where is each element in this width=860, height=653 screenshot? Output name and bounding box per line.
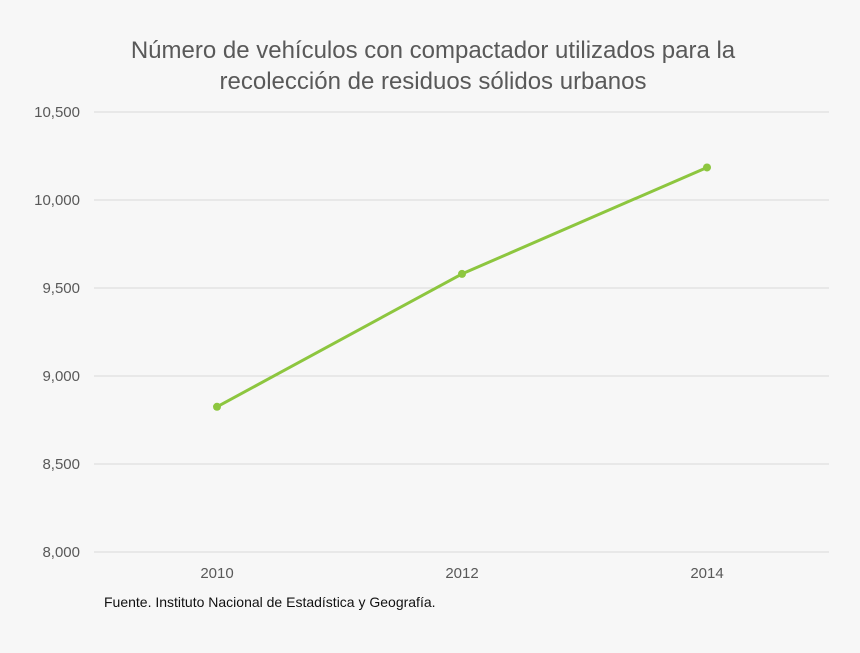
y-tick-label: 10,500	[34, 104, 80, 121]
y-tick-label: 9,500	[42, 280, 80, 297]
source-note: Fuente. Instituto Nacional de Estadístic…	[104, 594, 436, 610]
y-tick-label: 9,000	[42, 368, 80, 385]
data-point	[703, 163, 711, 172]
y-tick-label: 8,500	[42, 456, 80, 473]
chart-title-line-1: Número de vehículos con compactador util…	[131, 37, 736, 64]
x-tick-label: 2012	[445, 565, 478, 582]
gridlines	[94, 111, 829, 553]
data-point	[458, 269, 466, 278]
y-tick-label: 8,000	[42, 544, 80, 561]
y-axis-tick-labels: 8,000 8,500 9,000 9,500 10,000 10,500	[34, 104, 80, 561]
series-layer	[213, 163, 711, 411]
data-point	[213, 402, 221, 411]
y-tick-label: 10,000	[34, 192, 80, 209]
x-tick-label: 2014	[690, 565, 723, 582]
chart-title-line-2: recolección de residuos sólidos urbanos	[220, 68, 647, 95]
chart-title: Número de vehículos con compactador util…	[131, 37, 736, 95]
x-axis-tick-labels: 2010 2012 2014	[200, 565, 723, 582]
x-tick-label: 2010	[200, 565, 233, 582]
series-line	[215, 165, 709, 409]
